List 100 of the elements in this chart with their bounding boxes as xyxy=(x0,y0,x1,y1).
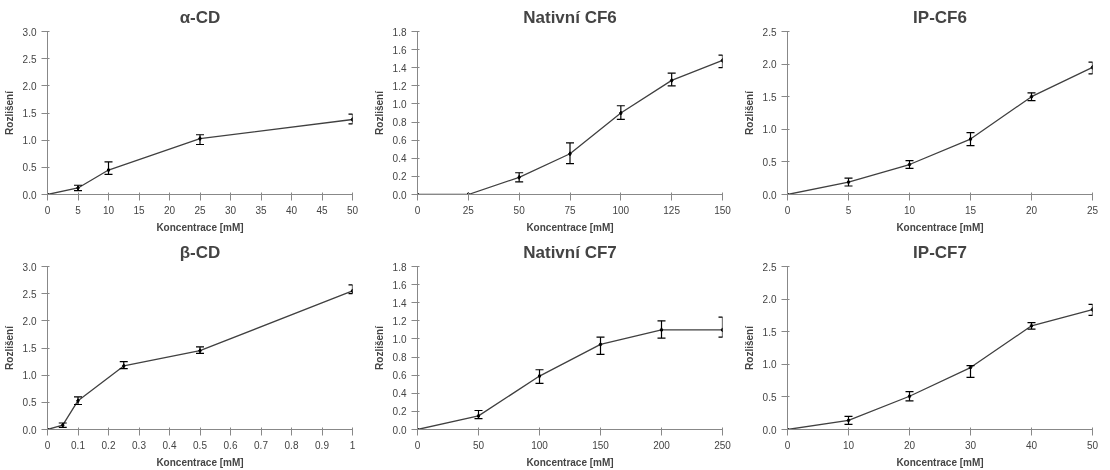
y-axis-title: Rozlišení xyxy=(3,89,15,135)
x-tick-label: 45 xyxy=(316,204,328,216)
x-tick-label: 0.6 xyxy=(223,439,238,451)
y-tick-label: 1.5 xyxy=(762,326,777,338)
x-tick-label: 0 xyxy=(44,439,51,451)
y-tick-label: 1.0 xyxy=(22,135,37,147)
y-tick-label: 1.8 xyxy=(392,261,407,273)
y-tick-label: 1.5 xyxy=(22,108,37,119)
x-tick-label: 0 xyxy=(414,439,421,451)
x-tick-label: 0.9 xyxy=(315,439,330,451)
x-tick-label: 0 xyxy=(44,204,51,216)
y-tick-label: 2.0 xyxy=(22,80,37,92)
x-axis-title: Koncentrace [mM] xyxy=(896,456,984,468)
x-axis-title: Koncentrace [mM] xyxy=(156,456,244,468)
y-tick-label: 0.5 xyxy=(22,397,37,409)
y-tick-label: 2.5 xyxy=(22,53,37,65)
x-tick-label: 30 xyxy=(224,204,237,216)
x-tick-label: 10 xyxy=(903,204,916,216)
y-tick-label: 2.0 xyxy=(762,59,777,71)
y-axis-title: Rozlišení xyxy=(3,324,15,370)
y-tick-label: 0.0 xyxy=(762,424,777,436)
x-tick-label: 100 xyxy=(612,204,630,216)
y-tick-label: 1.0 xyxy=(392,333,407,345)
y-tick-label: 1.6 xyxy=(392,279,407,291)
x-tick-label: 10 xyxy=(842,439,855,451)
y-tick-label: 1.2 xyxy=(392,80,407,92)
y-tick-label: 3.0 xyxy=(22,261,37,273)
y-tick-label: 2.5 xyxy=(762,26,777,38)
x-tick-label: 20 xyxy=(163,204,176,216)
y-tick-label: 1.0 xyxy=(762,359,777,371)
y-tick-label: 0.8 xyxy=(392,352,407,364)
x-tick-label: 0 xyxy=(784,204,791,216)
y-axis-title: Rozlišení xyxy=(373,89,385,135)
x-tick-label: 0.3 xyxy=(132,439,147,451)
x-axis-title: Koncentrace [mM] xyxy=(896,221,984,233)
y-tick-label: 0.4 xyxy=(392,153,407,165)
x-tick-label: 50 xyxy=(1086,439,1099,451)
y-tick-label: 1.4 xyxy=(392,297,407,309)
x-tick-label: 50 xyxy=(346,204,359,216)
y-tick-label: 0.6 xyxy=(392,135,407,147)
x-tick-label: 0.7 xyxy=(254,439,269,451)
x-axis-title: Koncentrace [mM] xyxy=(526,456,614,468)
y-tick-label: 1.0 xyxy=(392,98,407,110)
x-tick-label: 25 xyxy=(1086,204,1099,216)
chart-title: α-CD xyxy=(179,7,221,27)
y-tick-label: 1.4 xyxy=(392,62,407,74)
y-tick-label: 2.0 xyxy=(22,315,37,327)
x-tick-label: 0.5 xyxy=(193,439,208,451)
x-axis-title: Koncentrace [mM] xyxy=(156,221,244,233)
y-tick-label: 0.2 xyxy=(392,171,407,183)
y-tick-label: 0.0 xyxy=(22,424,37,436)
chart-title: IP-CF6 xyxy=(913,7,967,27)
x-tick-label: 30 xyxy=(964,439,977,451)
y-tick-label: 1.8 xyxy=(392,26,407,38)
x-tick-label: 5 xyxy=(845,204,852,216)
y-tick-label: 1.5 xyxy=(762,91,777,103)
x-tick-label: 20 xyxy=(903,439,916,451)
x-tick-label: 5 xyxy=(75,204,82,216)
y-tick-label: 0.6 xyxy=(392,370,407,382)
x-tick-label: 50 xyxy=(472,439,485,451)
y-tick-label: 0.5 xyxy=(762,391,777,403)
y-axis-title: Rozlišení xyxy=(743,89,755,135)
y-tick-label: 2.5 xyxy=(762,261,777,273)
y-tick-label: 0.8 xyxy=(392,117,407,129)
x-tick-label: 0.2 xyxy=(101,439,116,451)
x-tick-label: 0.1 xyxy=(71,439,86,451)
y-tick-label: 1.0 xyxy=(762,124,777,136)
x-tick-label: 25 xyxy=(462,204,475,216)
y-tick-label: 1.6 xyxy=(392,44,407,56)
x-tick-label: 150 xyxy=(714,204,732,216)
chart-title: β-CD xyxy=(179,242,221,262)
y-tick-label: 2.0 xyxy=(762,294,777,306)
y-tick-label: 2.5 xyxy=(22,288,37,300)
x-axis-title: Koncentrace [mM] xyxy=(526,221,614,233)
y-tick-label: 0.0 xyxy=(392,424,407,436)
x-tick-label: 0.4 xyxy=(162,439,177,451)
x-tick-label: 0 xyxy=(784,439,791,451)
y-tick-label: 0.4 xyxy=(392,388,407,400)
chart-title: Nativní CF7 xyxy=(523,242,617,262)
chart-title: Nativní CF6 xyxy=(523,7,617,27)
y-tick-label: 3.0 xyxy=(22,26,37,38)
x-tick-label: 35 xyxy=(255,204,267,216)
y-tick-label: 0.5 xyxy=(762,156,777,168)
x-tick-label: 75 xyxy=(564,204,576,216)
y-tick-label: 1.0 xyxy=(22,370,37,382)
x-tick-label: 250 xyxy=(714,439,732,451)
x-tick-label: 15 xyxy=(133,204,145,216)
x-tick-label: 200 xyxy=(653,439,671,451)
x-tick-label: 0.8 xyxy=(284,439,299,451)
y-tick-label: 0.2 xyxy=(392,406,407,418)
y-tick-label: 0.0 xyxy=(762,189,777,201)
x-tick-label: 150 xyxy=(592,439,610,451)
x-tick-label: 40 xyxy=(285,204,298,216)
x-tick-label: 1 xyxy=(349,439,356,451)
y-tick-label: 1.5 xyxy=(22,343,37,354)
x-tick-label: 40 xyxy=(1025,439,1038,451)
y-axis-title: Rozlišení xyxy=(373,324,385,370)
y-tick-label: 0.0 xyxy=(22,189,37,201)
x-tick-label: 15 xyxy=(964,204,977,216)
x-tick-label: 25 xyxy=(194,204,206,216)
